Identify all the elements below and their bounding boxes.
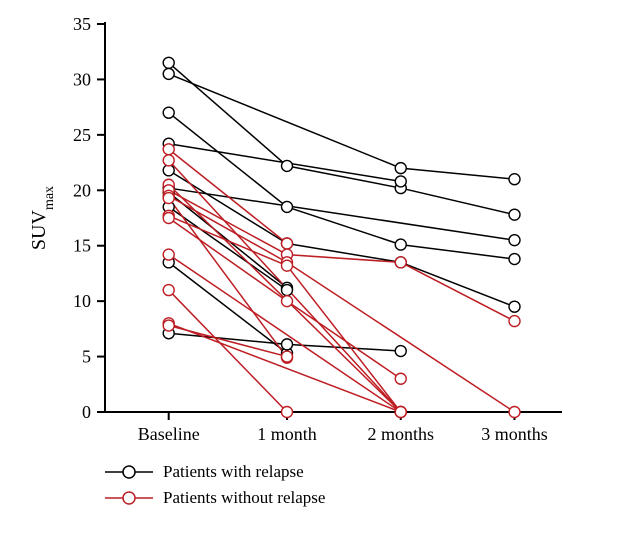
svg-text:10: 10 xyxy=(73,291,91,311)
svg-text:2 months: 2 months xyxy=(367,424,434,444)
svg-text:Patients with relapse: Patients with relapse xyxy=(163,462,304,481)
svg-text:0: 0 xyxy=(82,402,91,422)
svg-text:35: 35 xyxy=(73,14,91,34)
svg-text:1 month: 1 month xyxy=(257,424,317,444)
suv-chart: 0 5 10 15 20 25 30 35 Baseline 1 month 2 months 3 m… xyxy=(0,0,642,546)
svg-text:Baseline: Baseline xyxy=(138,424,200,444)
svg-text:Patients without relapse: Patients without relapse xyxy=(163,488,325,507)
svg-text:5: 5 xyxy=(82,347,91,367)
svg-text:20: 20 xyxy=(73,180,91,200)
svg-text:30: 30 xyxy=(73,69,91,89)
svg-text:15: 15 xyxy=(73,236,91,256)
svg-text:25: 25 xyxy=(73,125,91,145)
svg-text:3 months: 3 months xyxy=(481,424,548,444)
